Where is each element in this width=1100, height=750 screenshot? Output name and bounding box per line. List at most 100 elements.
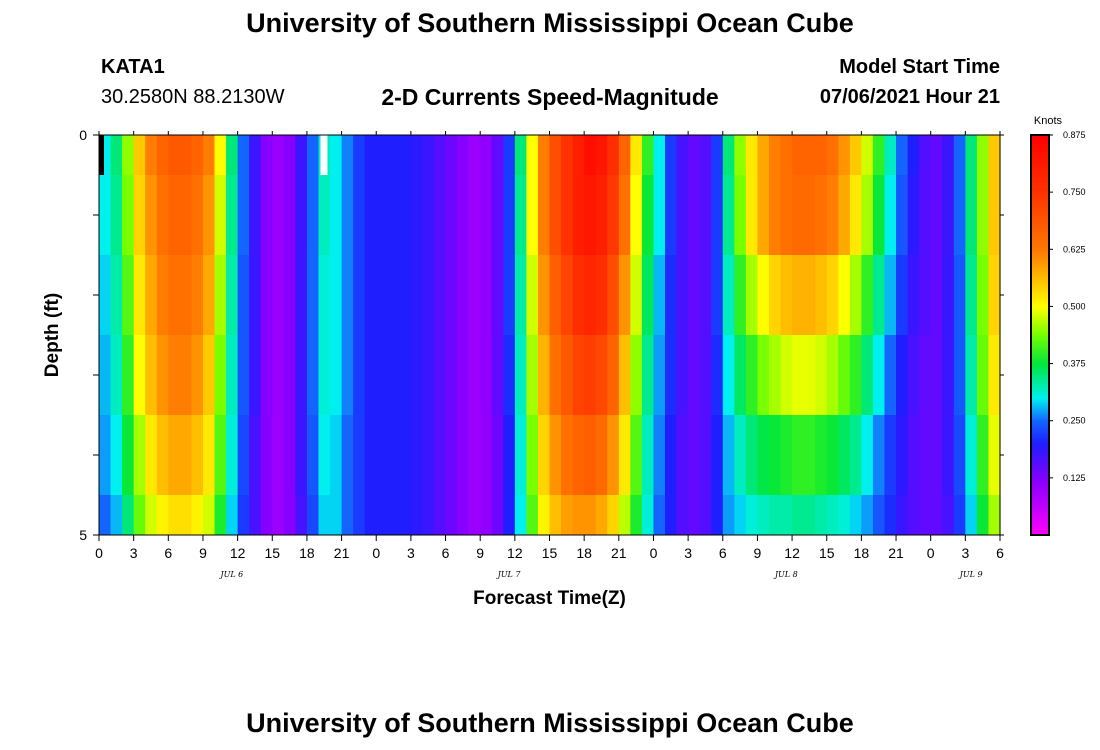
heatmap-cell <box>953 335 966 415</box>
heatmap-cell <box>826 135 839 175</box>
heatmap-cell <box>665 175 678 255</box>
colorbar-segment <box>1031 285 1049 288</box>
y-axis-title: Depth (ft) <box>42 293 63 377</box>
colorbar-segment <box>1031 449 1049 452</box>
colorbar-tick-label: 0.250 <box>1063 416 1086 426</box>
heatmap-cell <box>399 135 412 175</box>
heatmap-chart: 0 3 6 9 12 15 18 21 0 3 6 9 12 15 18 21 0 3 6 9 12 15 18 21 0 3 6 J… <box>42 115 1086 609</box>
heatmap-cell <box>688 335 701 415</box>
heatmap-cell <box>561 415 574 495</box>
colorbar-tick-label: 0.750 <box>1063 187 1086 197</box>
heatmap-cell <box>641 135 655 175</box>
colorbar-segment <box>1031 151 1049 154</box>
colorbar-segment <box>1031 417 1049 420</box>
heatmap-cell <box>711 415 724 495</box>
colorbar-segment <box>1031 195 1049 198</box>
heatmap-cell <box>468 415 481 495</box>
colorbar-segment <box>1031 273 1049 276</box>
heatmap-cell <box>514 495 527 535</box>
colorbar-segment <box>1031 359 1049 362</box>
heatmap-cell <box>919 255 932 335</box>
heatmap-cell <box>353 175 366 255</box>
heatmap-cell <box>907 495 920 535</box>
heatmap-cell <box>399 175 412 255</box>
heatmap-cell <box>896 255 909 335</box>
heatmap-cell <box>168 335 181 415</box>
colorbar-segment <box>1031 527 1049 530</box>
heatmap-cell <box>722 335 735 415</box>
heatmap-cell <box>318 495 331 535</box>
colorbar-segment <box>1031 277 1049 280</box>
colorbar-segment <box>1031 395 1049 398</box>
colorbar-segment <box>1031 187 1049 190</box>
heatmap-cell <box>757 135 770 175</box>
heatmap-cell <box>133 495 146 535</box>
heatmap-cell <box>930 415 943 495</box>
colorbar-segment <box>1031 303 1049 306</box>
colorbar-segment <box>1031 289 1049 292</box>
heatmap-cell <box>226 175 239 255</box>
colorbar-segment <box>1031 297 1049 300</box>
colorbar-segment <box>1031 139 1049 142</box>
heatmap-cell <box>480 175 493 255</box>
colorbar-segment <box>1031 199 1049 202</box>
heatmap-cell <box>168 135 181 175</box>
x-tick-label: 9 <box>476 545 484 561</box>
x-tick-label: 15 <box>819 545 835 561</box>
heatmap-cell <box>745 255 759 335</box>
heatmap-cell <box>976 415 990 495</box>
heatmap-cell <box>156 175 169 255</box>
heatmap-cell <box>919 415 932 495</box>
heatmap-cell <box>792 415 805 495</box>
colorbar-segment <box>1031 291 1049 294</box>
heatmap-cell <box>734 415 747 495</box>
heatmap-cell <box>330 175 343 255</box>
heatmap-cell <box>572 415 585 495</box>
heatmap-cell <box>468 335 481 415</box>
heatmap-cell <box>896 175 909 255</box>
heatmap-cell <box>722 175 735 255</box>
heatmap-cell <box>260 135 273 175</box>
model-start-label: Model Start Time <box>839 56 1000 78</box>
heatmap-cell <box>202 255 216 335</box>
heatmap-cell <box>445 135 458 175</box>
colorbar-tick-label: 0.500 <box>1063 301 1086 311</box>
heatmap-cell <box>641 415 655 495</box>
colorbar-segment <box>1031 455 1049 458</box>
heatmap-cell <box>445 255 458 335</box>
heatmap-cell <box>953 135 966 175</box>
heatmap-cell <box>99 335 112 415</box>
colorbar-segment <box>1031 241 1049 244</box>
heatmap-cell <box>942 135 955 175</box>
x-tick-label: 0 <box>95 545 103 561</box>
colorbar-segment <box>1031 173 1049 176</box>
heatmap-cell <box>688 495 701 535</box>
heatmap-cell <box>930 175 943 255</box>
colorbar-segment <box>1031 311 1049 314</box>
heatmap-cell <box>757 335 770 415</box>
colorbar-segment <box>1031 309 1049 312</box>
heatmap-cell <box>595 495 608 535</box>
heatmap-cell <box>526 415 539 495</box>
heatmap-cell <box>965 255 978 335</box>
heatmap-cell <box>976 255 990 335</box>
colorbar-segment <box>1031 515 1049 518</box>
heatmap-cell <box>653 175 666 255</box>
heatmap-cell <box>884 255 897 335</box>
heatmap-cell <box>745 335 759 415</box>
colorbar-segment <box>1031 283 1049 286</box>
heatmap-cell <box>595 255 608 335</box>
heatmap-cell <box>364 415 377 495</box>
heatmap-cell <box>491 495 504 535</box>
heatmap-cell <box>976 335 990 415</box>
heatmap-cell <box>792 255 805 335</box>
heatmap-cell <box>503 135 516 175</box>
x-tick-label: 6 <box>442 545 450 561</box>
heatmap-cell <box>480 415 493 495</box>
colorbar-segment <box>1031 479 1049 482</box>
colorbar-segment <box>1031 313 1049 316</box>
heatmap-cell <box>168 255 181 335</box>
heatmap-cell <box>711 255 724 335</box>
colorbar-segment <box>1031 315 1049 318</box>
heatmap-cell <box>595 415 608 495</box>
